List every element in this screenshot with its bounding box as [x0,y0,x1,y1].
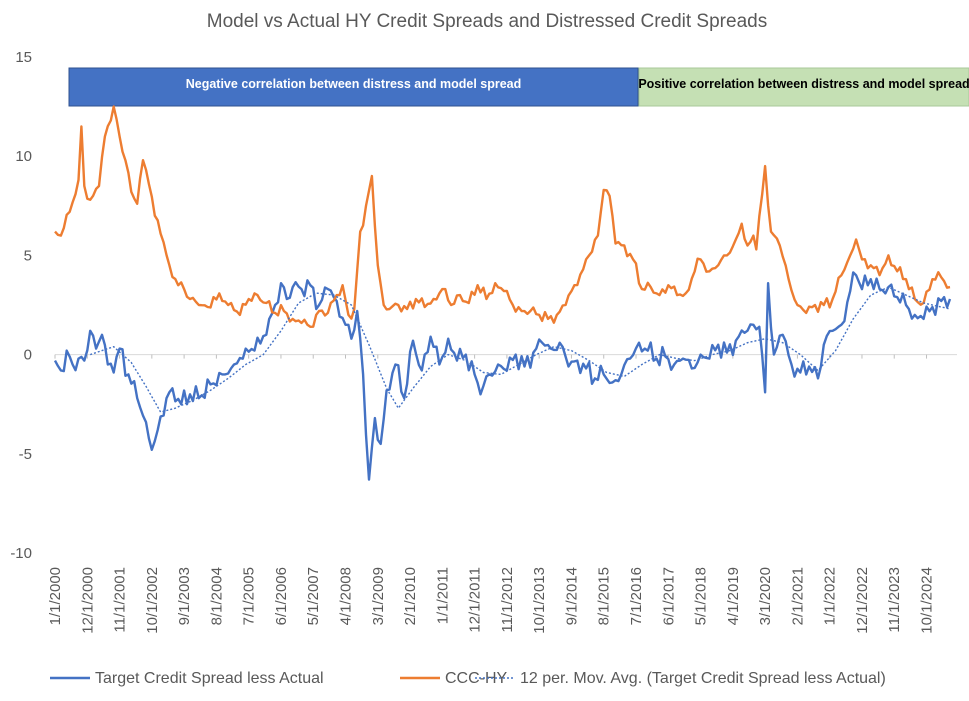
y-tick-label: 0 [24,347,32,364]
series-line-moving-average [89,286,951,413]
legend-item-target-less-actual-label: Target Credit Spread less Actual [95,670,324,687]
x-tick-label: 1/1/2011 [434,567,451,624]
x-tick-label: 2/1/2021 [789,567,806,625]
x-tick-label: 4/1/2008 [338,567,355,625]
x-tick-label: 6/1/2017 [660,567,677,625]
x-tick-label: 9/1/2014 [563,567,580,625]
x-tick-label: 12/1/2000 [79,567,96,634]
y-axis: 15 10 5 0 -5 -10 [10,49,32,562]
series-line-target-less-actual [53,271,952,481]
legend: Target Credit Spread less Actual CCC-HY 12… [50,670,886,687]
x-tick-label: 5/1/2007 [305,567,322,625]
x-tick-label: 1/1/2022 [822,567,839,625]
x-tick-label: 5/1/2018 [693,567,710,625]
x-tick-label: 6/1/2006 [273,567,290,625]
series-line-ccc-hy [54,105,951,328]
x-tick-label: 10/1/2013 [531,567,548,634]
annotation-band-1 [68,67,639,107]
x-tick-label: 8/1/2004 [208,567,225,625]
annotation-bands: Negative correlation between distress an… [68,67,969,107]
x-tick-label: 4/1/2019 [725,567,742,625]
x-tick-label: 7/1/2016 [628,567,645,625]
annotation-label-2: Positive correlation between distress an… [638,77,969,91]
series-layer [53,105,952,481]
x-tick-label: 2/1/2010 [402,567,419,625]
legend-item-moving-average-label: 12 per. Mov. Avg. (Target Credit Spread … [520,670,886,687]
x-tick-label: 12/1/2022 [854,567,871,634]
x-tick-label: 12/1/2011 [467,567,484,633]
x-tick-label: 9/1/2003 [176,567,193,625]
x-tick-label: 3/1/2009 [370,567,387,625]
annotation-label-1: Negative correlation between distress an… [186,77,522,91]
x-tick-label: 11/1/2012 [499,567,516,633]
y-tick-label: 15 [15,49,32,66]
x-tick-label: 1/1/2000 [47,567,64,625]
y-tick-label: -5 [19,446,32,463]
annotation-band-2 [638,67,969,107]
x-tick-label: 11/1/2001 [112,567,129,633]
x-tick-label: 11/1/2023 [886,567,903,633]
y-tick-label: 10 [15,148,32,165]
y-tick-label: 5 [24,247,32,264]
y-tick-label: -10 [10,545,32,562]
x-tick-label: 3/1/2020 [757,567,774,625]
x-tick-label: 10/1/2002 [144,567,161,634]
x-tick-label: 8/1/2015 [596,567,613,625]
chart-title: Model vs Actual HY Credit Spreads and Di… [207,11,767,32]
x-tick-label: 7/1/2005 [241,567,258,625]
x-tick-label: 10/1/2024 [919,567,936,634]
x-axis: 1/1/2000 12/1/2000 11/1/2001 10/1/2002 9/1/2… [47,354,957,634]
